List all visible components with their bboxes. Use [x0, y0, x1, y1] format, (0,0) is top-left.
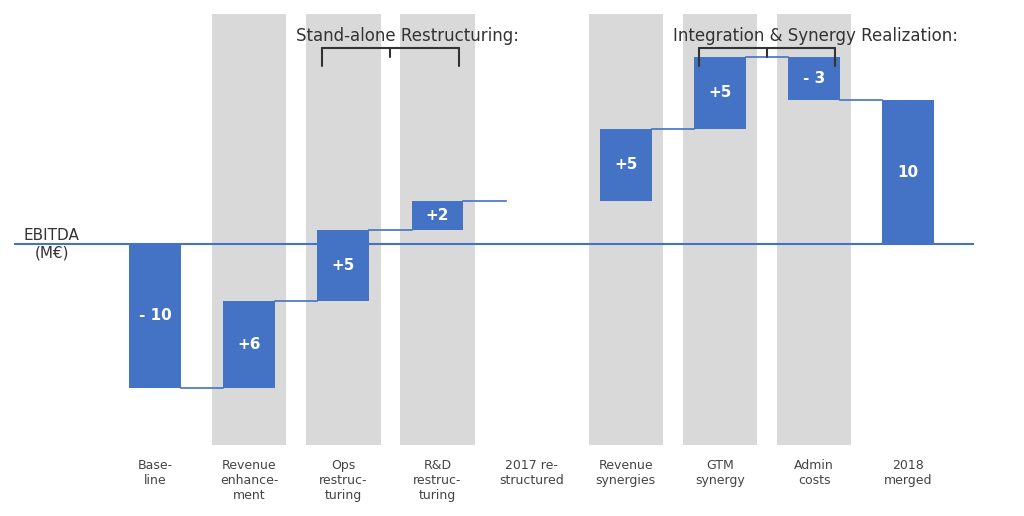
Bar: [317, 230, 370, 301]
Text: +6: +6: [238, 337, 261, 352]
Bar: [883, 100, 934, 244]
Bar: [212, 14, 287, 445]
Text: +5: +5: [332, 258, 355, 273]
Text: +2: +2: [426, 207, 450, 223]
Text: 10: 10: [898, 165, 919, 180]
Bar: [589, 14, 663, 445]
Bar: [400, 14, 475, 445]
Bar: [129, 244, 181, 388]
Text: EBITDA
(M€): EBITDA (M€): [24, 228, 80, 260]
Bar: [694, 57, 745, 129]
Text: - 10: - 10: [138, 309, 171, 324]
Bar: [777, 14, 851, 445]
Text: +5: +5: [709, 86, 731, 101]
Bar: [788, 57, 840, 100]
Bar: [600, 129, 651, 201]
Text: Integration & Synergy Realization:: Integration & Synergy Realization:: [673, 27, 957, 45]
Text: Stand-alone Restructuring:: Stand-alone Restructuring:: [296, 27, 519, 45]
Bar: [412, 201, 464, 230]
Bar: [306, 14, 381, 445]
Text: +5: +5: [614, 157, 638, 172]
Text: - 3: - 3: [803, 71, 825, 86]
Bar: [683, 14, 757, 445]
Bar: [223, 301, 275, 388]
